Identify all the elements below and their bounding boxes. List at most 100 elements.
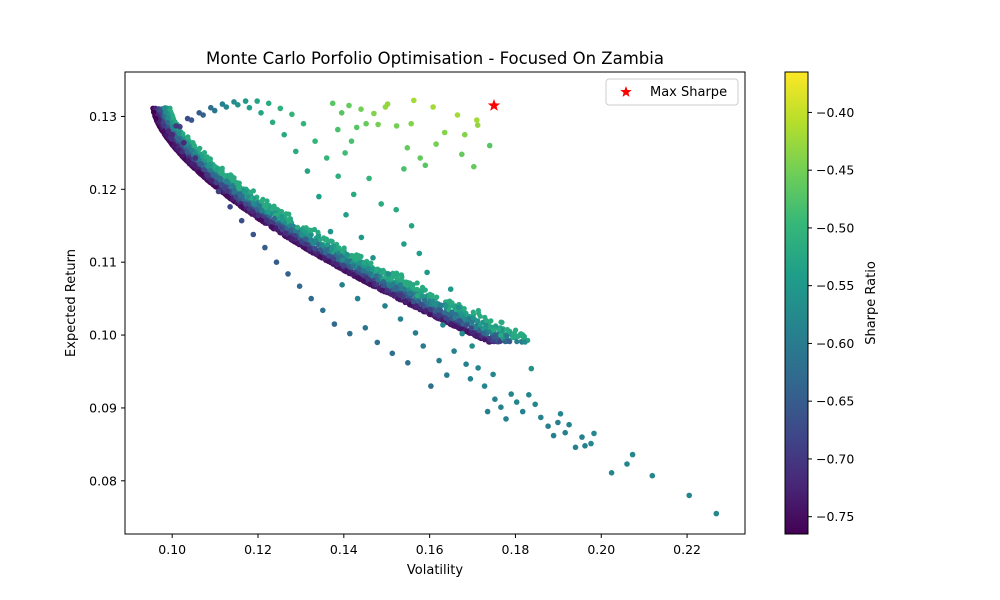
- cloud-point: [496, 326, 502, 332]
- cloud-point: [365, 266, 371, 272]
- portfolio-point: [269, 119, 276, 126]
- portfolio-point: [492, 396, 498, 403]
- portfolio-point: [323, 155, 330, 161]
- cloud-point: [201, 150, 208, 156]
- cloud-point: [448, 321, 454, 327]
- cloud-point: [395, 272, 401, 278]
- cloud-point: [398, 272, 404, 278]
- cloud-point: [221, 185, 227, 191]
- portfolio-point: [169, 131, 175, 138]
- portfolio-point: [433, 141, 439, 147]
- portfolio-point: [498, 404, 504, 411]
- cloud-point: [217, 177, 223, 183]
- colorbar-tick-label: −0.75: [816, 509, 854, 524]
- portfolio-point: [557, 411, 564, 417]
- cloud-point: [477, 322, 483, 328]
- series-max-sharpe: [487, 99, 501, 111]
- cloud-point: [350, 272, 357, 278]
- portfolio-point: [371, 110, 377, 117]
- cloud-point: [414, 280, 420, 286]
- portfolio-point: [467, 376, 474, 382]
- portfolio-point: [474, 122, 481, 128]
- cloud-point: [263, 205, 269, 211]
- portfolio-point: [378, 201, 385, 207]
- portfolio-point: [550, 432, 557, 439]
- cloud-point: [179, 149, 185, 155]
- portfolio-point: [358, 106, 364, 112]
- cloud-point: [263, 217, 270, 223]
- cloud-point: [185, 157, 191, 163]
- cloud-point: [250, 209, 256, 215]
- portfolio-point: [713, 510, 720, 517]
- portfolio-point: [401, 241, 407, 247]
- portfolio-point: [471, 163, 477, 170]
- cloud-point: [176, 136, 182, 143]
- cloud-point: [151, 109, 157, 115]
- cloud-point: [360, 268, 366, 274]
- cloud-point: [368, 260, 374, 266]
- cloud-point: [303, 241, 309, 247]
- cloud-point: [341, 245, 347, 251]
- cloud-point: [502, 339, 508, 345]
- cloud-point: [242, 188, 248, 194]
- portfolio-point: [572, 444, 579, 451]
- portfolio-point: [519, 408, 526, 415]
- cloud-point: [299, 238, 305, 244]
- cloud-point: [463, 310, 469, 316]
- portfolio-point: [329, 100, 336, 107]
- cloud-point: [238, 204, 244, 210]
- cloud-point: [406, 290, 413, 296]
- cloud-point: [470, 309, 476, 315]
- portfolio-point: [428, 383, 434, 389]
- cloud-point: [259, 208, 265, 214]
- legend-star-marker: [620, 86, 632, 97]
- cloud-point: [236, 186, 242, 192]
- cloud-point: [274, 212, 280, 218]
- cloud-point: [391, 286, 397, 292]
- cloud-point: [442, 310, 448, 316]
- cloud-point: [345, 252, 351, 258]
- cloud-point: [233, 194, 239, 200]
- plot-frame: [124, 71, 746, 535]
- cloud-point: [470, 315, 476, 321]
- portfolio-point: [385, 271, 392, 277]
- cloud-point: [170, 114, 176, 120]
- portfolio-point: [424, 269, 430, 276]
- cloud-point: [278, 208, 285, 215]
- portfolio-point: [339, 282, 345, 288]
- portfolio-point: [277, 105, 284, 112]
- colorbar-tick-label: −0.45: [816, 163, 854, 178]
- cloud-point: [373, 266, 379, 273]
- portfolio-point: [316, 193, 322, 200]
- portfolio-point: [353, 124, 360, 131]
- cloud-point: [269, 206, 275, 212]
- cloud-point: [295, 224, 301, 230]
- cloud-point: [397, 292, 403, 298]
- y-tick-label: 0.10: [89, 328, 117, 343]
- portfolio-point: [342, 150, 348, 156]
- cloud-point: [443, 303, 449, 309]
- cloud-point: [510, 335, 516, 341]
- portfolio-point: [417, 155, 424, 161]
- cloud-point: [457, 318, 463, 324]
- portfolio-point: [420, 343, 427, 349]
- portfolio-point: [375, 121, 381, 128]
- portfolio-point: [430, 104, 436, 110]
- cloud-point: [437, 302, 443, 308]
- cloud-point: [410, 299, 416, 305]
- portfolio-point: [401, 166, 407, 172]
- portfolio-point: [382, 303, 388, 309]
- portfolio-point: [444, 372, 450, 378]
- colorbar-tick-label: −0.65: [816, 394, 854, 409]
- cloud-point: [209, 171, 216, 177]
- portfolio-point: [165, 128, 172, 134]
- portfolio-point: [374, 339, 381, 346]
- cloud-point: [380, 279, 387, 285]
- colorbar-tick-label: −0.70: [816, 451, 854, 466]
- cloud-point: [452, 323, 458, 329]
- cloud-point: [428, 306, 434, 312]
- cloud-point: [231, 189, 237, 195]
- portfolio-point: [538, 414, 544, 421]
- cloud-point: [511, 330, 517, 337]
